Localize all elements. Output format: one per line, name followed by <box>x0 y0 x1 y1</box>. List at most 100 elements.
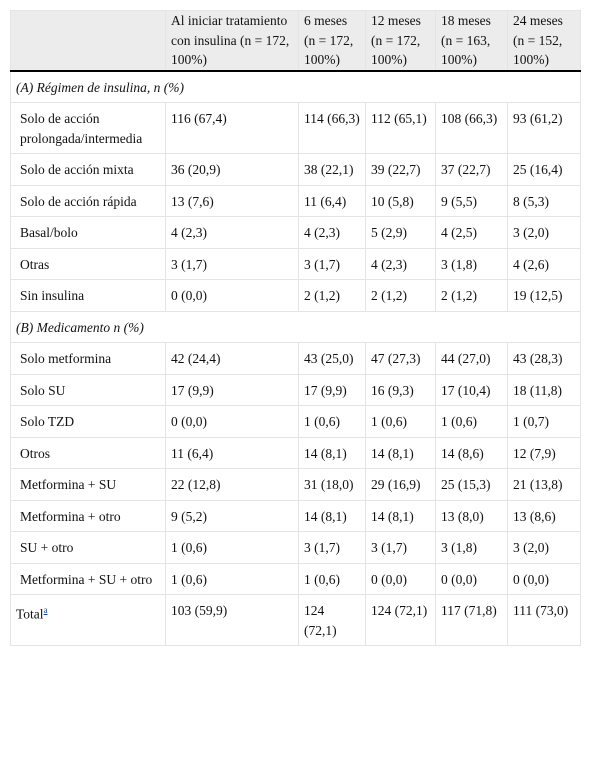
value-cell: 18 (11,8) <box>507 373 581 406</box>
header-cell: Al iniciar tratamiento con insulina (n =… <box>165 10 299 72</box>
row-label: Otros <box>10 436 166 469</box>
data-row: Metformina + SU + otro 1 (0,6) 1 (0,6) 0 (0… <box>10 562 581 595</box>
header-cell: 6 meses (n = 172, 100%) <box>298 10 366 72</box>
value-cell: 31 (18,0) <box>298 468 366 501</box>
data-row: SU + otro 1 (0,6) 3 (1,7) 3 (1,7) 3 (1,8) 3 (… <box>10 531 581 564</box>
header-cell <box>10 10 166 72</box>
value-cell: 3 (1,8) <box>435 531 508 564</box>
row-label: Solo de acción prolongada/intermedia <box>10 102 166 154</box>
data-row: Sin insulina 0 (0,0) 2 (1,2) 2 (1,2) 2 (1,2)… <box>10 279 581 312</box>
value-cell: 111 (73,0) <box>507 594 581 646</box>
value-cell: 1 (0,6) <box>298 405 366 438</box>
data-row: Solo TZD 0 (0,0) 1 (0,6) 1 (0,6) 1 (0,6) 1 (0… <box>10 405 581 438</box>
value-cell: 4 (2,3) <box>165 216 299 249</box>
value-cell: 8 (5,3) <box>507 184 581 217</box>
total-label: Total <box>16 606 44 622</box>
value-cell: 124 (72,1) <box>298 594 366 646</box>
value-cell: 14 (8,6) <box>435 436 508 469</box>
data-row: Solo SU 17 (9,9) 17 (9,9) 16 (9,3) 17 (10,4)… <box>10 373 581 406</box>
row-label: Otras <box>10 247 166 280</box>
value-cell: 12 (7,9) <box>507 436 581 469</box>
value-cell: 2 (1,2) <box>365 279 436 312</box>
header-cell: 24 meses (n = 152, 100%) <box>507 10 581 72</box>
value-cell: 25 (16,4) <box>507 153 581 186</box>
value-cell: 36 (20,9) <box>165 153 299 186</box>
value-cell: 13 (8,0) <box>435 499 508 532</box>
total-label-cell: Totala <box>10 594 166 646</box>
value-cell: 19 (12,5) <box>507 279 581 312</box>
value-cell: 4 (2,3) <box>298 216 366 249</box>
value-cell: 14 (8,1) <box>365 499 436 532</box>
value-cell: 4 (2,5) <box>435 216 508 249</box>
row-label: Solo de acción mixta <box>10 153 166 186</box>
section-title: (A) Régimen de insulina, n (%) <box>10 70 581 103</box>
header-cell: 18 meses (n = 163, 100%) <box>435 10 508 72</box>
row-label: Sin insulina <box>10 279 166 312</box>
value-cell: 11 (6,4) <box>298 184 366 217</box>
value-cell: 13 (7,6) <box>165 184 299 217</box>
value-cell: 0 (0,0) <box>165 279 299 312</box>
value-cell: 10 (5,8) <box>365 184 436 217</box>
value-cell: 3 (1,8) <box>435 247 508 280</box>
value-cell: 1 (0,6) <box>298 562 366 595</box>
value-cell: 117 (71,8) <box>435 594 508 646</box>
data-row: Solo de acción mixta 36 (20,9) 38 (22,1) 39… <box>10 153 581 186</box>
value-cell: 17 (9,9) <box>298 373 366 406</box>
value-cell: 29 (16,9) <box>365 468 436 501</box>
value-cell: 43 (25,0) <box>298 342 366 375</box>
row-label: Solo SU <box>10 373 166 406</box>
value-cell: 9 (5,5) <box>435 184 508 217</box>
section-row: (B) Medicamento n (%) <box>10 310 581 343</box>
data-row: Solo metformina 42 (24,4) 43 (25,0) 47 (27,… <box>10 342 581 375</box>
value-cell: 1 (0,6) <box>165 531 299 564</box>
header-cell: 12 meses (n = 172, 100%) <box>365 10 436 72</box>
row-label: Solo TZD <box>10 405 166 438</box>
row-label: SU + otro <box>10 531 166 564</box>
value-cell: 1 (0,6) <box>435 405 508 438</box>
data-row: Metformina + SU 22 (12,8) 31 (18,0) 29 (16,… <box>10 468 581 501</box>
footnote-link[interactable]: a <box>43 605 48 615</box>
value-cell: 22 (12,8) <box>165 468 299 501</box>
section-row: (A) Régimen de insulina, n (%) <box>10 70 581 103</box>
value-cell: 9 (5,2) <box>165 499 299 532</box>
value-cell: 2 (1,2) <box>435 279 508 312</box>
value-cell: 5 (2,9) <box>365 216 436 249</box>
value-cell: 124 (72,1) <box>365 594 436 646</box>
value-cell: 0 (0,0) <box>365 562 436 595</box>
value-cell: 47 (27,3) <box>365 342 436 375</box>
value-cell: 42 (24,4) <box>165 342 299 375</box>
data-row: Solo de acción rápida 13 (7,6) 11 (6,4) 10 … <box>10 184 581 217</box>
row-label: Solo metformina <box>10 342 166 375</box>
total-row: Totala 103 (59,9) 124 (72,1) 124 (72,1) 117 … <box>10 594 581 646</box>
value-cell: 3 (1,7) <box>365 531 436 564</box>
value-cell: 103 (59,9) <box>165 594 299 646</box>
value-cell: 14 (8,1) <box>298 436 366 469</box>
value-cell: 116 (67,4) <box>165 102 299 154</box>
value-cell: 43 (28,3) <box>507 342 581 375</box>
value-cell: 14 (8,1) <box>298 499 366 532</box>
value-cell: 16 (9,3) <box>365 373 436 406</box>
row-label: Metformina + otro <box>10 499 166 532</box>
value-cell: 11 (6,4) <box>165 436 299 469</box>
data-row: Metformina + otro 9 (5,2) 14 (8,1) 14 (8,1)… <box>10 499 581 532</box>
value-cell: 38 (22,1) <box>298 153 366 186</box>
value-cell: 108 (66,3) <box>435 102 508 154</box>
value-cell: 39 (22,7) <box>365 153 436 186</box>
value-cell: 17 (10,4) <box>435 373 508 406</box>
value-cell: 3 (1,7) <box>165 247 299 280</box>
value-cell: 1 (0,7) <box>507 405 581 438</box>
value-cell: 93 (61,2) <box>507 102 581 154</box>
value-cell: 21 (13,8) <box>507 468 581 501</box>
row-label: Metformina + SU + otro <box>10 562 166 595</box>
value-cell: 112 (65,1) <box>365 102 436 154</box>
value-cell: 4 (2,3) <box>365 247 436 280</box>
data-row: Otras 3 (1,7) 3 (1,7) 4 (2,3) 3 (1,8) 4 (2,6) <box>10 247 581 280</box>
value-cell: 2 (1,2) <box>298 279 366 312</box>
value-cell: 3 (2,0) <box>507 216 581 249</box>
value-cell: 14 (8,1) <box>365 436 436 469</box>
data-table: Al iniciar tratamiento con insulina (n =… <box>10 10 581 646</box>
value-cell: 1 (0,6) <box>365 405 436 438</box>
row-label: Basal/bolo <box>10 216 166 249</box>
row-label: Metformina + SU <box>10 468 166 501</box>
